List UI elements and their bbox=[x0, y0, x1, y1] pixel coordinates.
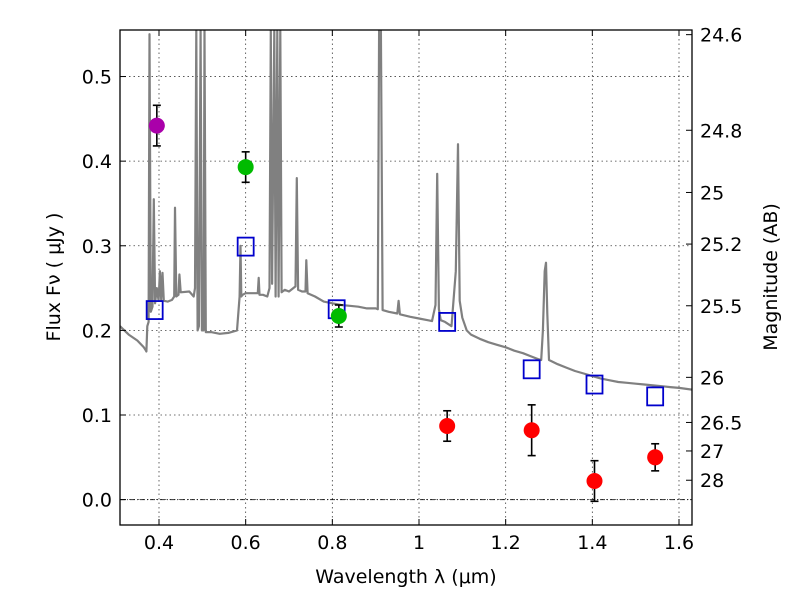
x-tick-label: 1.2 bbox=[491, 532, 521, 554]
y2-tick-label: 25.2 bbox=[700, 234, 742, 256]
y-tick-label: 0.0 bbox=[82, 490, 112, 512]
x-tick-label: 1.6 bbox=[664, 532, 694, 554]
x-tick-label: 0.6 bbox=[231, 532, 261, 554]
y-tick-label: 0.1 bbox=[82, 405, 112, 427]
observed-point bbox=[523, 422, 540, 439]
plot-background bbox=[120, 30, 692, 525]
plot-frame bbox=[119, 29, 693, 526]
y-axis-title: Flux Fν ( μJy ) bbox=[43, 213, 65, 342]
grid bbox=[120, 30, 692, 525]
model-photometry-square bbox=[646, 386, 665, 407]
spectrum-line bbox=[120, 30, 692, 391]
observed-point bbox=[148, 117, 165, 134]
observed-point bbox=[330, 308, 347, 324]
model-photometry-square bbox=[585, 374, 604, 395]
x-tick-label: 0.8 bbox=[317, 532, 347, 554]
observed-photometry bbox=[148, 104, 664, 503]
y-tick-label: 0.5 bbox=[82, 67, 112, 89]
y2-tick-label: 24.6 bbox=[700, 25, 742, 47]
axis-ticks: 0.4 0.6 0.8 1 1.2 1.4 1.6 0.0 0.1 0.2 0.3 0.4 0.5 24.… bbox=[82, 25, 743, 554]
observed-point bbox=[586, 473, 603, 489]
y2-tick-label: 27 bbox=[700, 441, 724, 463]
model-photometry-square bbox=[438, 312, 457, 332]
x-tick-label: 1 bbox=[413, 532, 425, 554]
y-tick-label: 0.2 bbox=[82, 320, 112, 342]
observed-point bbox=[647, 449, 664, 466]
y2-tick-label: 25.5 bbox=[700, 296, 742, 318]
y-tick-label: 0.4 bbox=[82, 151, 112, 173]
y2-tick-label: 24.8 bbox=[700, 120, 742, 142]
x-axis-title: Wavelength λ (μm) bbox=[315, 566, 496, 588]
observed-point bbox=[237, 159, 254, 176]
model-photometry-square bbox=[145, 300, 164, 320]
model-photometry-square bbox=[522, 359, 541, 380]
x-tick-label: 1.4 bbox=[577, 532, 607, 554]
y2-tick-label: 26 bbox=[700, 367, 724, 389]
y2-axis-title: Magnitude (AB) bbox=[760, 203, 782, 351]
model-photometry-square bbox=[236, 236, 255, 257]
y2-tick-label: 25 bbox=[700, 182, 724, 204]
x-tick-label: 0.4 bbox=[144, 532, 174, 554]
observed-point bbox=[439, 418, 456, 434]
spectrum bbox=[120, 30, 692, 391]
y2-tick-label: 26.5 bbox=[700, 412, 742, 434]
model-photometry bbox=[145, 236, 665, 407]
y2-tick-label: 28 bbox=[700, 470, 724, 492]
y-tick-label: 0.3 bbox=[82, 236, 112, 258]
